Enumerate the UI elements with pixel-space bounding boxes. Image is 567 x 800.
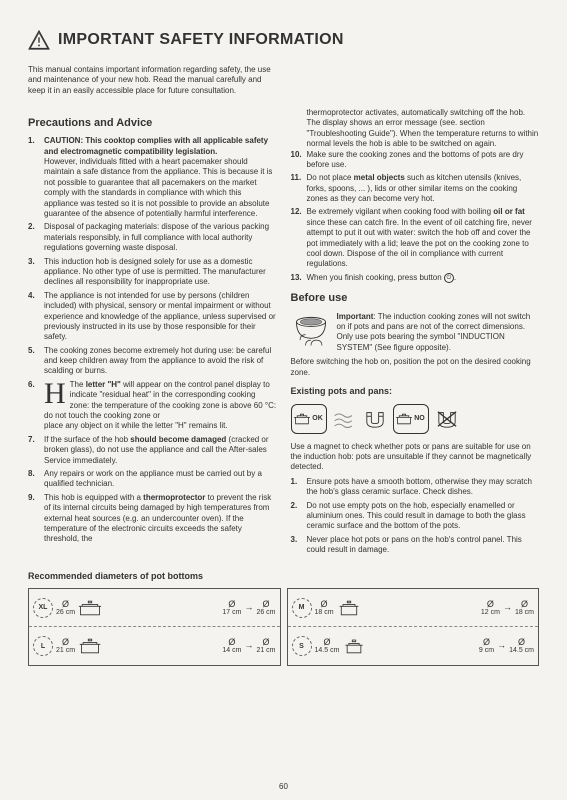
h-letter-icon: H bbox=[44, 380, 66, 407]
caution-item-3: This induction hob is designed solely fo… bbox=[28, 257, 277, 288]
caution-item-6: H The letter "H" will appear on the cont… bbox=[28, 380, 277, 432]
caution-item-2: Disposal of packaging materials: dispose… bbox=[28, 222, 277, 253]
caution-item-1: CAUTION: This cooktop complies with all … bbox=[28, 136, 277, 219]
page-title: IMPORTANT SAFETY INFORMATION bbox=[58, 30, 344, 51]
left-column: Precautions and Advice CAUTION: This coo… bbox=[28, 108, 277, 559]
pot-rule-1: Ensure pots have a smooth bottom, otherw… bbox=[291, 477, 540, 498]
pot-icon bbox=[78, 637, 102, 655]
table-row: XL Ø26 cm Ø17 cm → Ø26 cm bbox=[29, 589, 280, 627]
pot-icon bbox=[342, 637, 366, 655]
pot-rule-2: Do not use empty pots on the hob, especi… bbox=[291, 501, 540, 532]
pot-icon bbox=[396, 412, 412, 426]
ok-pot-box: OK bbox=[291, 404, 327, 434]
pot-rule-3: Never place hot pots or pans on the hob'… bbox=[291, 535, 540, 556]
no-pot-box: NO bbox=[393, 404, 429, 434]
precautions-list-2: If the surface of the hob should become … bbox=[28, 435, 277, 545]
caution-item-9: This hob is equipped with a thermoprotec… bbox=[28, 493, 277, 545]
caution-item-10: Make sure the cooking zones and the bott… bbox=[291, 150, 540, 171]
precautions-heading: Precautions and Advice bbox=[28, 116, 277, 130]
pot-icon bbox=[337, 599, 361, 617]
pots-list: Ensure pots have a smooth bottom, otherw… bbox=[291, 477, 540, 556]
item-9-continued: thermoprotector activates, automatically… bbox=[291, 108, 540, 150]
before-use-text: Before switching the hob on, position th… bbox=[291, 357, 540, 378]
recommended-heading: Recommended diameters of pot bottoms bbox=[28, 571, 539, 583]
warning-icon bbox=[28, 30, 50, 50]
caution-item-5: The cooking zones become extremely hot d… bbox=[28, 346, 277, 377]
arrow-icon: → bbox=[244, 640, 253, 652]
waves-icon bbox=[333, 410, 357, 428]
pots-intro: Use a magnet to check whether pots or pa… bbox=[291, 442, 540, 473]
caution-item-12: Be extremely vigilant when cooking food … bbox=[291, 207, 540, 269]
caution-item-8: Any repairs or work on the appliance mus… bbox=[28, 469, 277, 490]
pot-icon bbox=[78, 599, 102, 617]
size-m-badge: M bbox=[292, 598, 312, 618]
caution-item-11: Do not place metal objects such as kitch… bbox=[291, 173, 540, 204]
caution-item-4: The appliance is not intended for use by… bbox=[28, 291, 277, 343]
precautions-list: CAUTION: This cooktop complies with all … bbox=[28, 136, 277, 377]
size-xl-badge: XL bbox=[33, 598, 53, 618]
magnet-cross-icon bbox=[435, 409, 459, 429]
existing-pots-heading: Existing pots and pans: bbox=[291, 386, 540, 398]
table-row: L Ø21 cm Ø14 cm → Ø21 cm bbox=[29, 627, 280, 665]
caution-item-13: When you finish cooking, press button ⏻. bbox=[291, 273, 540, 284]
power-button-icon: ⏻ bbox=[444, 273, 454, 283]
diameter-table: XL Ø26 cm Ø17 cm → Ø26 cm L Ø21 cm Ø14 c… bbox=[28, 588, 539, 666]
size-l-badge: L bbox=[33, 636, 53, 656]
pot-icon bbox=[294, 412, 310, 426]
pots-compatibility-row: OK NO bbox=[291, 404, 540, 434]
induction-pot-icon bbox=[291, 312, 331, 350]
table-row: S Ø14.5 cm Ø9 cm → Ø14.5 cm bbox=[288, 627, 539, 665]
arrow-icon: → bbox=[497, 640, 506, 652]
size-s-badge: S bbox=[292, 636, 312, 656]
caution-item-7: If the surface of the hob should become … bbox=[28, 435, 277, 466]
magnet-icon bbox=[363, 409, 387, 429]
table-row: M Ø18 cm Ø12 cm → Ø18 cm bbox=[288, 589, 539, 627]
before-use-heading: Before use bbox=[291, 291, 540, 305]
precautions-list-3: Make sure the cooking zones and the bott… bbox=[291, 150, 540, 284]
intro-text: This manual contains important informati… bbox=[28, 65, 273, 96]
page-number: 60 bbox=[279, 782, 288, 792]
right-column: thermoprotector activates, automatically… bbox=[291, 108, 540, 559]
arrow-icon: → bbox=[503, 602, 512, 614]
arrow-icon: → bbox=[244, 602, 253, 614]
